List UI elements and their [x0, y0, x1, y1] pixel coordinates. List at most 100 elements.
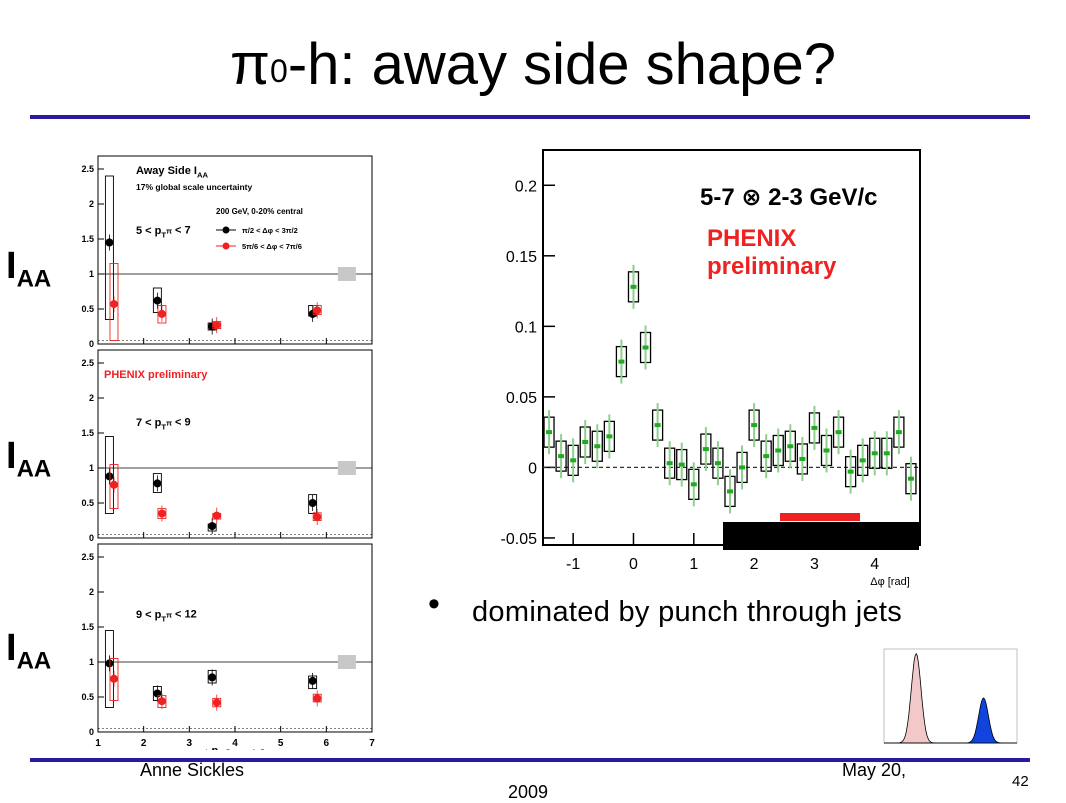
sys-box: [308, 494, 318, 514]
footer-date-1: May 20,: [842, 760, 907, 780]
sys-box: [109, 263, 119, 341]
legend-entry: π/2 < Δφ < 3π/2: [242, 226, 298, 235]
y-tick-label: 1.5: [81, 234, 94, 244]
data-point: [570, 458, 577, 463]
panel-label: 5 < pTπ < 7: [136, 224, 191, 239]
iaa-label-2: IAA: [6, 435, 52, 483]
footer-date-2: 2009: [508, 782, 549, 802]
y-tick-label: -0.05: [501, 531, 538, 548]
dphi-chart: -0.05 0 0.05 0.1 0.15 0.2 -1 0 1 2 3 4 Δφ [rad] 5-7 ⊗…: [501, 149, 921, 588]
y-tick-label: 0: [89, 339, 94, 349]
data-point: [847, 469, 854, 474]
data-point: [157, 509, 166, 518]
data-point: [157, 697, 166, 706]
data-point: [105, 659, 114, 668]
data-point: [594, 444, 601, 449]
legend-marker: [222, 226, 230, 234]
data-point: [751, 423, 758, 428]
x-tick-label: 6: [324, 738, 330, 749]
iaa-label-3: IAA: [6, 627, 52, 675]
y-tick-label: 2.5: [81, 358, 94, 368]
y-tick-label: 0: [528, 460, 537, 477]
global-scale-box: [337, 461, 356, 475]
x-tick-label: 1: [689, 556, 698, 573]
data-point: [775, 448, 782, 453]
chart-title: 5-7 ⊗ 2-3 GeV/c: [700, 184, 878, 211]
data-point: [823, 448, 830, 453]
iaa-label-1: IAA: [6, 245, 52, 293]
data-point: [739, 465, 746, 470]
data-point: [157, 309, 166, 318]
sys-box: [152, 287, 162, 313]
y-tick-label: 0.2: [515, 178, 537, 195]
data-point: [690, 482, 697, 487]
data-point: [787, 444, 794, 449]
x-axis-label: h± pT [GeV/c]: [197, 745, 264, 750]
data-point: [883, 451, 890, 456]
bullet-dot: •: [428, 585, 440, 623]
data-point: [105, 238, 114, 247]
y-tick-label: 0.5: [81, 304, 94, 314]
iaa-panel-1: 0 0.5 1 1.5 2 2.5 5 < pTπ < 7 Away Side IAA 17% …: [81, 155, 373, 349]
footer-author: Anne Sickles: [140, 760, 245, 780]
y-tick-label: 0.15: [506, 249, 537, 266]
x-tick-label: 2: [750, 556, 759, 573]
data-point: [811, 425, 818, 430]
data-point: [313, 694, 322, 703]
preliminary-label: preliminary: [707, 253, 837, 280]
data-point: [642, 345, 649, 350]
x-tick-label: 1: [95, 738, 101, 749]
data-point: [313, 513, 322, 521]
iaa-chart: 0 0.5 1 1.5 2 2.5 5 < pTπ < 7 Away Side IAA 17% …: [81, 155, 375, 750]
iaa-panel-2: 0 0.5 1 1.5 2 2.5 7 < pTπ < 9 PHENIX preliminar…: [81, 349, 373, 543]
y-tick-label: 2.5: [81, 552, 94, 562]
data-point: [308, 676, 317, 685]
data-point: [678, 462, 685, 467]
data-point: [726, 489, 733, 494]
data-point: [895, 430, 902, 435]
x-tick-label: 4: [232, 738, 238, 749]
legend-title: 200 GeV, 0-20% central: [216, 207, 303, 216]
data-point: [871, 451, 878, 456]
data-point: [308, 499, 317, 507]
sys-box: [152, 473, 162, 493]
panel-subtitle: 17% global scale uncertainty: [136, 182, 252, 192]
data-point: [153, 479, 162, 488]
data-point: [212, 511, 221, 520]
x-tick-label: 4: [870, 556, 879, 573]
x-tick-label: -1: [566, 556, 580, 573]
data-point: [153, 296, 162, 305]
slide-title: π0-h: away side shape?: [0, 30, 1066, 100]
y-tick-label: 2: [89, 393, 94, 403]
y-tick-label: 1.5: [81, 428, 94, 438]
panel-frame: [97, 155, 373, 345]
data-point: [313, 306, 322, 315]
panel-frame: [97, 543, 373, 733]
data-point: [105, 472, 114, 481]
data-point: [582, 440, 589, 445]
data-point: [835, 430, 842, 435]
y-tick-label: 0.5: [81, 692, 94, 702]
y-tick-label: 2: [89, 199, 94, 209]
plot-frame: [542, 149, 921, 546]
data-point: [763, 454, 770, 459]
sys-box: [104, 630, 114, 708]
y-tick-label: 1: [89, 463, 94, 473]
data-point: [606, 434, 613, 439]
page-number: 42: [1012, 773, 1029, 790]
data-point: [212, 698, 221, 707]
x-tick-label: 0: [629, 556, 638, 573]
y-tick-label: 2.5: [81, 164, 94, 174]
panel-frame: [97, 349, 373, 539]
top-rule: [30, 115, 1030, 119]
data-point: [654, 423, 661, 428]
x-tick-label: 2: [141, 738, 147, 749]
global-scale-box: [337, 267, 356, 281]
data-point: [618, 359, 625, 364]
panel-label: 7 < pTπ < 9: [136, 416, 191, 431]
data-point: [208, 673, 217, 682]
data-point: [714, 461, 721, 466]
y-tick-label: 1.5: [81, 622, 94, 632]
sys-box: [104, 175, 114, 320]
iaa-panel-3: 0 0.5 1 1.5 2 2.5 1 2 3 4 5 6 7 9 < pTπ < 12 h± pT [Ge…: [81, 543, 375, 750]
